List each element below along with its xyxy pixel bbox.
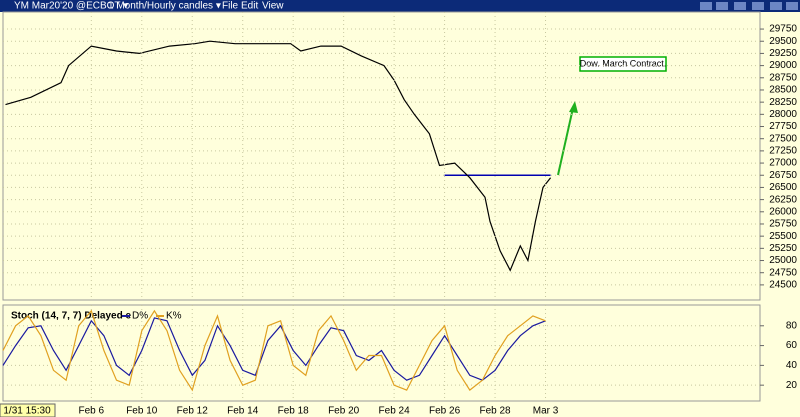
x-tick-label: Feb 6 [79, 406, 105, 417]
series-line [2, 309, 546, 392]
legend-label: K% [166, 311, 182, 322]
series-line [2, 317, 546, 381]
legend-label: D% [132, 311, 148, 322]
y-tick-label: 24750 [769, 267, 797, 278]
menu-item[interactable]: File [222, 1, 239, 12]
annotation-box [579, 56, 667, 72]
y-tick-label: 25250 [769, 243, 797, 254]
button[interactable] [716, 2, 728, 10]
annotation: Dow. March Contract. [580, 58, 667, 68]
y-tick-label: 20 [786, 380, 798, 391]
y-tick-label: 24500 [769, 280, 797, 291]
menu-item[interactable]: Edit [241, 1, 258, 12]
y-tick-label: 60 [786, 340, 798, 351]
arrow [557, 107, 574, 176]
menu-item[interactable]: View [262, 1, 284, 12]
arrow-head [569, 101, 578, 113]
series-line [5, 40, 552, 272]
button[interactable] [734, 2, 746, 10]
price-panel [2, 11, 761, 301]
y-tick-label: 29000 [769, 60, 797, 71]
y-tick-label: 25500 [769, 231, 797, 242]
y-tick-label: 28750 [769, 72, 797, 83]
x-tick-label: Feb 24 [379, 406, 411, 417]
y-tick-label: 29750 [769, 24, 797, 35]
x-tick-label: Feb 28 [479, 406, 511, 417]
button[interactable] [770, 2, 782, 10]
y-tick-label: 26750 [769, 170, 797, 181]
x-tick-label: Feb 20 [328, 406, 360, 417]
button[interactable] [786, 2, 798, 10]
y-tick-label: 25000 [769, 255, 797, 266]
button[interactable] [700, 2, 712, 10]
y-tick-label: 27250 [769, 146, 797, 157]
y-tick-label: 28000 [769, 109, 797, 120]
x-tick-label: Feb 18 [278, 406, 310, 417]
y-tick-label: 25750 [769, 219, 797, 230]
y-tick-label: 29250 [769, 48, 797, 59]
x-tick-label: Mar 3 [533, 406, 559, 417]
y-tick-label: 28250 [769, 97, 797, 108]
y-tick-label: 29500 [769, 36, 797, 47]
y-tick-label: 80 [786, 320, 798, 331]
y-tick-label: 28500 [769, 85, 797, 96]
window-buttons [700, 2, 798, 10]
period-menu[interactable]: 1 Month/Hourly candles ▾ [108, 1, 221, 12]
symbol-menu[interactable]: YM Mar20'20 @ECBOT ▾ [14, 1, 128, 12]
y-tick-label: 27500 [769, 133, 797, 144]
y-tick-label: 40 [786, 360, 798, 371]
x-tick-label: Feb 12 [177, 406, 209, 417]
x-tick-label: Feb 10 [126, 406, 158, 417]
y-tick-label: 26250 [769, 194, 797, 205]
cursor-label-box [0, 403, 56, 417]
y-tick-label: 26000 [769, 206, 797, 217]
y-tick-label: 26500 [769, 182, 797, 193]
toolbar [0, 0, 800, 12]
y-tick-label: 27750 [769, 121, 797, 132]
cursor-label: 1/31 15:30 [3, 406, 51, 417]
y-tick-label: 27000 [769, 158, 797, 169]
button[interactable] [752, 2, 764, 10]
indicator-title: Stoch (14, 7, 7) Delayed e [11, 311, 131, 322]
x-tick-label: Feb 14 [227, 406, 259, 417]
x-tick-label: Feb 26 [429, 406, 461, 417]
